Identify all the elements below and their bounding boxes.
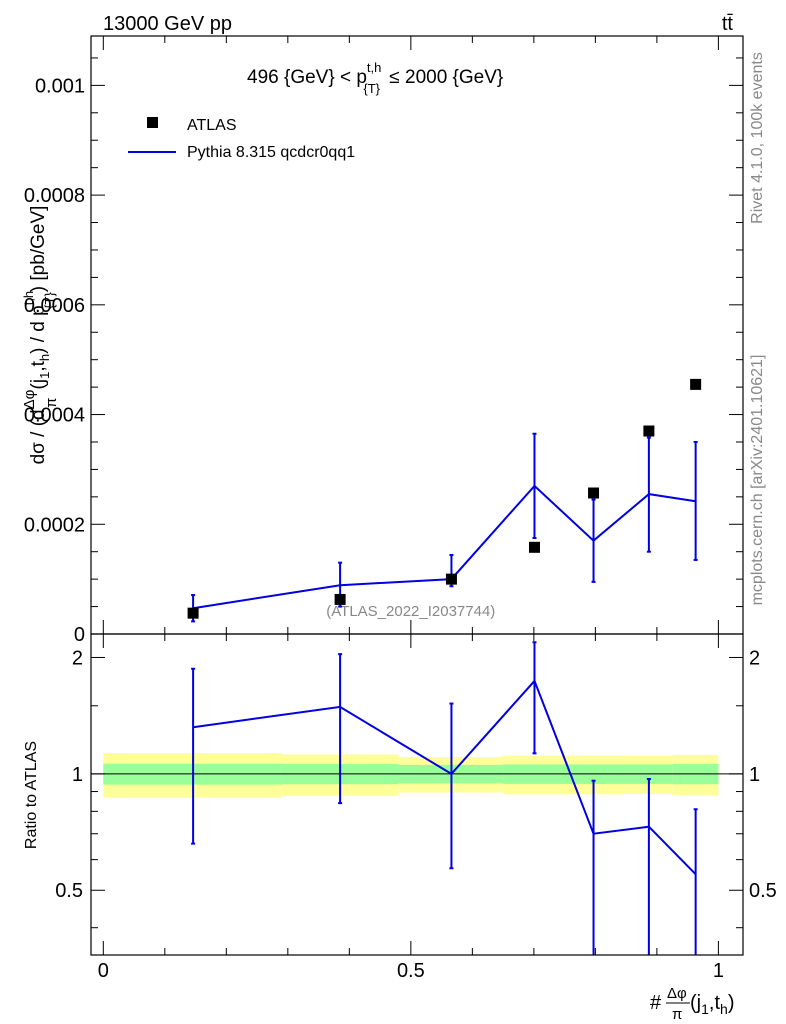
main-title: 496 {GeV} < pt,h {T} ≤ 2000 {GeV}	[247, 60, 503, 96]
main-ytick-label: 0.0002	[24, 514, 85, 536]
main-watermark: (ATLAS_2022_I2037744)	[326, 603, 495, 620]
legend-marker-atlas	[147, 117, 158, 128]
legend-label-pythia: Pythia 8.315 qcdcr0qq1	[187, 144, 355, 161]
rivet-version-label: Rivet 4.1.0, 100k events	[749, 52, 766, 224]
main-ytick-label: 0.0004	[24, 405, 85, 427]
main-atlas-point	[643, 425, 655, 437]
main-mc-line	[192, 484, 696, 610]
main-atlas-point	[588, 487, 600, 499]
ratio-xtick-label: 0.5	[397, 960, 425, 982]
ratio-panel: 0.5 0.5 1 1 2 2 0 0.5 1 Ratio to ATLAS # Δφ π(j1,t…	[23, 633, 777, 1023]
svg-text:#Δφπ(j1,th): # Δφ π(j1,th)	[650, 985, 735, 1023]
ratio-data-layer	[191, 641, 698, 955]
ratio-ytick-label-right: 1	[749, 764, 760, 786]
main-atlas-point	[690, 378, 702, 390]
main-ytick-label: 0	[74, 624, 85, 646]
legend-label-atlas: ATLAS	[187, 117, 237, 134]
main-ytick-label: 0.0008	[24, 185, 85, 207]
main-atlas-point	[445, 573, 457, 585]
main-axis-ticks: 0 0.0002 0.0004 0.0006 0.0008 0.001	[24, 36, 743, 646]
ratio-ytick-label-right: 2	[749, 647, 760, 669]
ratio-ytick-label-left: 0.5	[55, 880, 83, 902]
main-ytick-label: 0.001	[35, 75, 85, 97]
legend: ATLAS Pythia 8.315 qcdcr0qq1	[128, 117, 355, 161]
main-atlas-point	[334, 593, 346, 605]
header-right-label: tt̄	[722, 13, 734, 35]
ratio-ytick-label-left: 2	[72, 647, 83, 669]
main-ylabel: dσ / (dΔφ π(j1,th) / d pt,h {T}) [pb/GeV]	[21, 206, 60, 465]
ratio-axis-ticks: 0.5 0.5 1 1 2 2 0 0.5 1	[55, 634, 777, 982]
main-atlas-point	[187, 607, 199, 619]
main-data-layer	[187, 378, 702, 623]
ratio-xtick-label: 0	[98, 960, 109, 982]
ratio-frame	[90, 633, 744, 956]
ratio-xlabel: # Δφ π(j1,th)	[650, 985, 735, 1023]
header-left-label: 13000 GeV pp	[103, 13, 232, 35]
ratio-ylabel: Ratio to ATLAS	[23, 741, 40, 849]
mcplots-label: mcplots.cern.ch [arXiv:2401.10621]	[749, 355, 766, 606]
ratio-xtick-label: 1	[713, 960, 724, 982]
main-atlas-point	[528, 541, 540, 553]
ratio-bands	[91, 753, 743, 798]
ratio-ytick-label-left: 1	[72, 764, 83, 786]
ratio-ytick-label-right: 0.5	[749, 880, 777, 902]
main-ytick-label: 0.0006	[24, 295, 85, 317]
main-panel: (ATLAS_2022_I2037744) 0 0.0002 0.0004 0.000…	[21, 35, 744, 646]
ratio-mc-line	[192, 679, 697, 875]
